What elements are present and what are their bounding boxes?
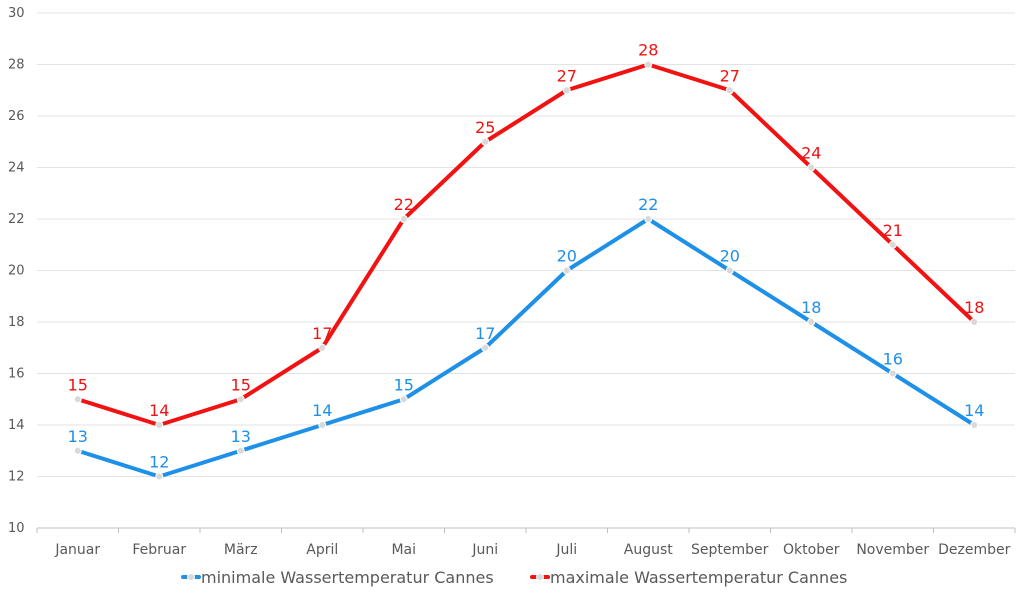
y-tick-label: 10 xyxy=(8,521,25,536)
data-label: 28 xyxy=(638,41,658,60)
data-point xyxy=(318,343,327,352)
x-tick-label: Februar xyxy=(132,542,186,558)
data-label: 14 xyxy=(312,401,332,420)
data-label: 15 xyxy=(231,375,251,394)
y-tick-label: 12 xyxy=(8,470,25,485)
data-label: 16 xyxy=(883,350,903,369)
data-label: 22 xyxy=(394,195,414,214)
series-group: 13 12 13 14 15 17 20 22 20 18 16 14 15 14 15 17 22 25 27 28… xyxy=(68,41,984,481)
legend: minimale Wassertemperatur Cannes maximale… xyxy=(181,568,847,587)
data-label: 17 xyxy=(475,324,495,343)
data-label: 14 xyxy=(964,401,984,420)
data-label: 20 xyxy=(557,247,577,266)
data-point xyxy=(970,318,979,326)
legend-swatch-marker xyxy=(187,573,195,581)
data-point xyxy=(970,421,979,429)
data-label: 13 xyxy=(68,427,88,446)
y-axis: 10 12 14 16 18 20 22 24 26 28 30 xyxy=(8,6,25,536)
y-tick-label: 16 xyxy=(8,367,25,382)
data-label: 15 xyxy=(394,375,414,394)
data-point xyxy=(236,446,245,455)
x-tick-label: Juni xyxy=(471,542,498,558)
y-tick-label: 26 xyxy=(8,109,25,124)
data-point xyxy=(481,343,490,352)
data-label: 18 xyxy=(801,298,821,317)
data-point xyxy=(318,421,327,429)
y-tick-label: 28 xyxy=(8,58,25,73)
data-point xyxy=(155,472,164,481)
data-point xyxy=(644,60,653,69)
gridlines xyxy=(37,12,1015,529)
x-tick-label: Dezember xyxy=(938,542,1010,558)
x-tick-label: Oktober xyxy=(783,542,840,558)
data-point xyxy=(725,266,734,275)
data-label: 27 xyxy=(557,66,577,85)
x-tick-label: Januar xyxy=(54,542,100,558)
data-point xyxy=(725,86,734,95)
data-point xyxy=(807,318,816,326)
data-label: 27 xyxy=(720,66,740,85)
series-line xyxy=(75,62,977,427)
series-line xyxy=(75,217,977,479)
x-axis: Januar Februar März April Mai Juni Juli August S… xyxy=(36,527,1016,558)
x-tick-label: November xyxy=(856,542,929,558)
data-point xyxy=(73,395,82,404)
y-tick-label: 24 xyxy=(8,161,25,176)
data-point xyxy=(236,395,245,404)
y-tick-label: 20 xyxy=(8,264,25,279)
series-max: 15 14 15 17 22 25 27 28 27 24 21 18 xyxy=(68,41,984,429)
data-label: 24 xyxy=(801,144,821,163)
data-point xyxy=(399,395,408,404)
legend-item: maximale Wassertemperatur Cannes xyxy=(530,568,847,587)
data-label: 13 xyxy=(231,427,251,446)
data-label: 17 xyxy=(312,324,332,343)
y-tick-label: 30 xyxy=(8,6,25,21)
x-tick-label: August xyxy=(624,542,674,558)
data-label: 12 xyxy=(149,453,169,472)
legend-item: minimale Wassertemperatur Cannes xyxy=(181,568,494,587)
y-tick-label: 18 xyxy=(8,315,25,330)
data-point xyxy=(155,421,164,429)
data-label: 20 xyxy=(720,247,740,266)
y-tick-label: 14 xyxy=(8,418,25,433)
x-tick-label: März xyxy=(224,542,258,558)
x-tick-label: Juli xyxy=(555,542,577,558)
x-tick-label: April xyxy=(306,542,338,558)
data-point xyxy=(807,163,816,172)
data-point xyxy=(644,215,653,223)
data-label: 18 xyxy=(964,298,984,317)
data-label: 25 xyxy=(475,118,495,137)
data-point xyxy=(73,446,82,455)
data-point xyxy=(888,240,897,249)
x-tick-label: Mai xyxy=(391,542,416,558)
series-min: 13 12 13 14 15 17 20 22 20 18 16 14 xyxy=(68,195,984,481)
legend-swatch-marker xyxy=(536,573,544,581)
legend-label: minimale Wassertemperatur Cannes xyxy=(201,568,494,587)
y-tick-label: 22 xyxy=(8,212,25,227)
data-label: 14 xyxy=(149,401,169,420)
data-point xyxy=(562,86,571,95)
x-tick-label: September xyxy=(691,542,769,558)
data-label: 22 xyxy=(638,195,658,214)
legend-label: maximale Wassertemperatur Cannes xyxy=(550,568,847,587)
data-point xyxy=(562,266,571,275)
data-point xyxy=(399,215,408,223)
data-point xyxy=(481,137,490,146)
data-label: 21 xyxy=(883,221,903,240)
data-point xyxy=(888,369,897,378)
data-label: 15 xyxy=(68,375,88,394)
